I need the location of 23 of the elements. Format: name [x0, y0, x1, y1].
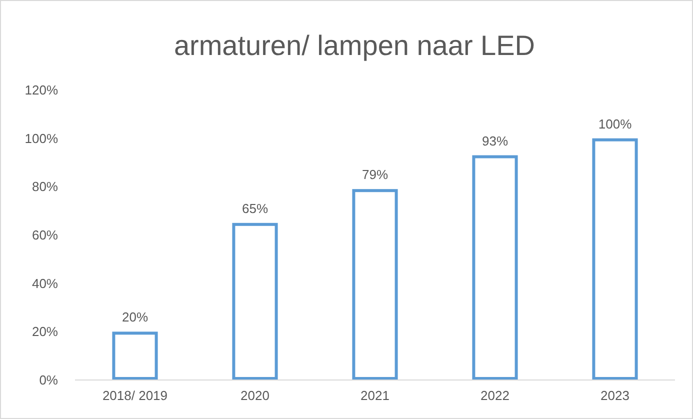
x-tick-label: 2021 [360, 388, 390, 403]
data-label: 93% [482, 133, 508, 148]
x-tick-label: 2022 [480, 388, 510, 403]
y-tick-label: 80% [32, 179, 58, 194]
x-tick-label: 2020 [240, 388, 270, 403]
bar [352, 189, 398, 380]
data-label: 20% [122, 310, 148, 325]
data-label: 65% [242, 200, 268, 216]
y-tick-label: 60% [32, 228, 58, 243]
bar [232, 222, 278, 380]
chart-title: armaturen/ lampen naar LED [174, 30, 536, 61]
data-label: 100% [598, 116, 632, 132]
y-tick-label: 20% [32, 324, 58, 340]
x-tick-label: 2023 [600, 388, 630, 403]
y-tick-label: 0% [39, 372, 58, 388]
bar [112, 332, 158, 380]
bar [592, 138, 638, 380]
y-tick-label: 120% [24, 82, 58, 98]
y-tick-label: 100% [24, 130, 58, 146]
y-tick-label: 40% [32, 276, 58, 291]
data-label: 79% [362, 167, 388, 182]
bar [472, 155, 518, 380]
x-tick-label: 2018/ 2019 [102, 388, 168, 403]
